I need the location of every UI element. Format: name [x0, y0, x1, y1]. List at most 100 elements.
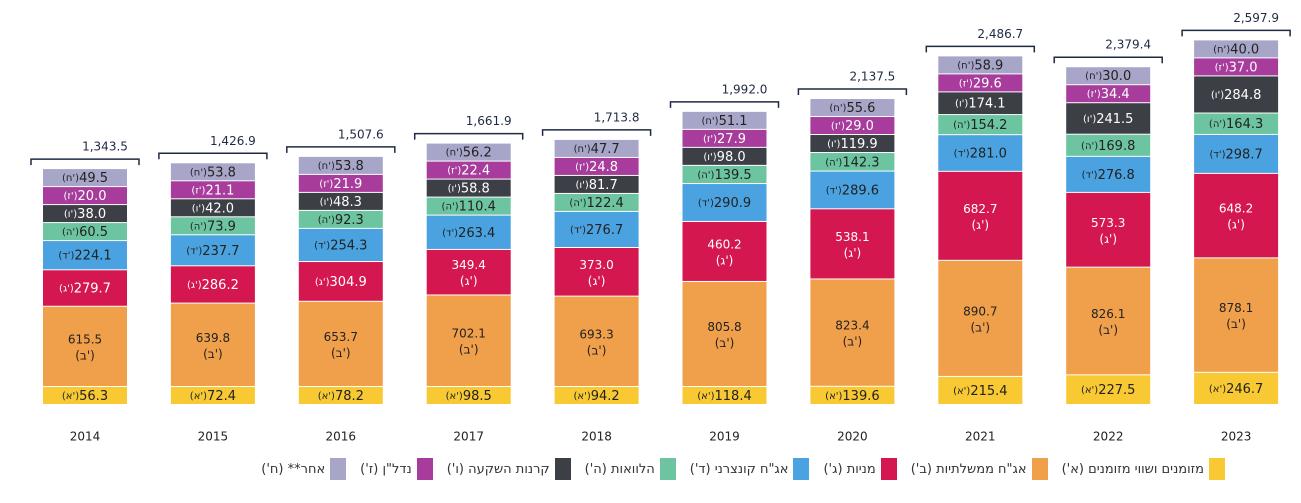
segment-label-group: (ח')51.1	[701, 113, 747, 128]
bar-segment	[298, 228, 383, 262]
segment-tag: (ז')	[64, 191, 78, 202]
bar-segment	[938, 115, 1023, 135]
segment-label: 298.7	[1226, 147, 1263, 162]
segment-tag: (ה')	[318, 215, 335, 226]
segment-tag: (א')	[62, 391, 79, 402]
bar-segment	[43, 387, 127, 404]
segment-label: 693.3	[579, 327, 613, 341]
segment-tag: (ג')	[59, 284, 74, 295]
segment-label: 276.7	[586, 222, 623, 237]
segment-tag: (ד')	[1209, 149, 1225, 160]
segment-label: 460.2	[707, 237, 741, 251]
segment-tag: (ב')	[203, 347, 223, 361]
total-bracket	[158, 152, 268, 160]
segment-label: 702.1	[452, 327, 486, 341]
bar-segment	[810, 135, 895, 153]
segment-label-group: (ו')119.9	[827, 137, 878, 152]
segment-tag: (ב')	[1226, 317, 1246, 331]
segment-tag: (ו')	[192, 203, 205, 214]
bar-segment	[810, 99, 895, 117]
segment-label: 78.2	[335, 389, 364, 404]
segment-label-group: (ה')154.2	[953, 118, 1007, 133]
segment-label: 56.3	[79, 389, 108, 404]
bar-segment	[1066, 85, 1151, 103]
segment-label-group: (ג')304.9	[315, 274, 367, 289]
bar-segment	[426, 161, 511, 179]
segment-tag: (ה')	[62, 227, 79, 238]
segment-tag: (ו')	[955, 99, 968, 110]
bar-segment	[554, 175, 639, 193]
segment-label-group: (א')227.5	[1081, 383, 1135, 398]
segment-label-group: (ו')38.0	[64, 207, 106, 222]
segment-tag: (ד')	[314, 240, 330, 251]
legend-label: מזומנים ושווי מזומנים (א')	[1061, 461, 1204, 477]
segment-tag: (ז')	[447, 166, 461, 177]
segment-label-group: (ה')122.4	[569, 195, 623, 210]
segment-label: 27.9	[717, 131, 746, 146]
bar-segment	[1066, 375, 1151, 404]
segment-label: 38.0	[77, 207, 106, 222]
bar-segment	[298, 262, 383, 301]
bar-segment	[1194, 76, 1279, 113]
segment-label: 615.5	[68, 332, 102, 346]
segment-tag: (א')	[318, 391, 335, 402]
legend-swatch	[793, 458, 810, 480]
segment-label: 81.7	[589, 177, 618, 192]
bar-segment	[810, 209, 895, 279]
segment-label: 373.0	[579, 258, 613, 272]
segment-label-group: (א')78.2	[318, 389, 364, 404]
segment-tag: (א')	[446, 391, 463, 402]
segment-label-group: (א')246.7	[1209, 381, 1263, 396]
segment-label-group: (ז')22.4	[447, 163, 490, 178]
segment-label-group: (ד')298.7	[1209, 147, 1262, 162]
bar-segment	[682, 129, 767, 147]
segment-tag: (ב')	[459, 343, 479, 357]
total-bracket	[30, 158, 140, 166]
bar-segment	[938, 260, 1023, 376]
segment-tag: (ב')	[587, 343, 607, 357]
x-tick-label: 2018	[581, 430, 612, 444]
segment-label-group: (ה')169.8	[1081, 138, 1135, 153]
segment-label: 42.0	[205, 201, 234, 216]
segment-tag: (ה')	[825, 157, 842, 168]
bar-segment	[938, 74, 1023, 92]
x-tick-label: 2023	[1221, 430, 1252, 444]
segment-label: 648.2	[1219, 202, 1253, 216]
total-label: 2,486.7	[977, 27, 1023, 41]
bar-segment	[298, 174, 383, 192]
total-bracket	[413, 132, 524, 140]
segment-tag: (ח')	[1085, 71, 1102, 82]
segment-label-group: (ז')37.0	[1215, 60, 1258, 75]
bar-segment	[1194, 58, 1279, 76]
segment-tag: (ח')	[701, 116, 718, 127]
segment-label: 21.9	[333, 176, 362, 191]
bar-segment	[426, 143, 511, 161]
bar-segment	[170, 181, 255, 199]
bar-segment	[1194, 113, 1279, 134]
segment-label: 22.4	[461, 163, 490, 178]
segment-label: 60.5	[79, 225, 108, 240]
segment-tag: (ב')	[843, 335, 863, 349]
segment-tag: (ד')	[698, 198, 714, 209]
segment-label: 29.6	[973, 76, 1002, 91]
legend-swatch	[880, 458, 897, 480]
segment-label: 58.8	[461, 181, 490, 196]
segment-label: 53.8	[335, 158, 364, 173]
segment-label-group: (ה')139.5	[697, 167, 751, 182]
segment-tag: (ב')	[331, 346, 351, 360]
segment-tag: (ז')	[703, 134, 717, 145]
segment-label-group: (ח')53.8	[318, 158, 364, 173]
chart: (א')56.3615.5(ב')(ג')279.7(ד')224.1(ה')6…	[30, 11, 1291, 444]
segment-label-group: (ו')48.3	[320, 194, 362, 209]
total-label: 2,379.4	[1105, 38, 1151, 52]
bar-segment	[170, 163, 255, 181]
segment-label-group: (ג')286.2	[187, 277, 239, 292]
segment-tag: (ח')	[574, 144, 591, 155]
segment-label-group: (ה')73.9	[190, 219, 236, 234]
bar-segment	[682, 221, 767, 281]
segment-tag: (ו')	[1211, 90, 1224, 101]
legend-item: קרנות השקעה (ו')	[447, 458, 571, 480]
segment-label-group: (ה')60.5	[62, 225, 108, 240]
segment-tag: (ו')	[64, 209, 77, 220]
legend-label: קרנות השקעה (ו')	[446, 461, 550, 477]
